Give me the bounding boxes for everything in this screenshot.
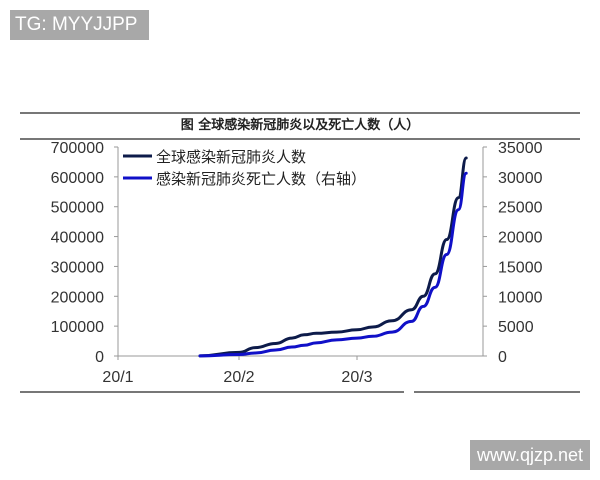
series-lines <box>198 156 468 358</box>
right-tick-label: 30000 <box>498 170 543 187</box>
left-tick-label: 200000 <box>51 289 104 306</box>
right-tick-label: 0 <box>498 349 507 366</box>
right-tick-label: 35000 <box>498 140 543 157</box>
left-tick-label: 300000 <box>51 259 104 276</box>
right-tick-label: 10000 <box>498 289 543 306</box>
series-line <box>198 171 468 358</box>
x-axis: 20/1 20/2 20/3 <box>102 355 483 386</box>
right-y-axis: 0 5000 10000 15000 20000 25000 30000 35000 <box>482 140 543 366</box>
bottom-rule-right <box>414 391 580 393</box>
left-y-axis: 0 100000 200000 300000 400000 500000 600000 700… <box>51 140 119 366</box>
legend-label: 全球感染新冠肺炎人数 <box>156 148 306 166</box>
top-rule <box>20 112 580 114</box>
left-tick-label: 100000 <box>51 319 104 336</box>
title-underline <box>20 138 580 140</box>
right-tick-label: 20000 <box>498 230 543 247</box>
x-tick-label: 20/2 <box>223 369 254 386</box>
right-tick-label: 5000 <box>498 319 534 336</box>
left-tick-label: 600000 <box>51 170 104 187</box>
left-tick-label: 700000 <box>51 140 104 157</box>
series-line <box>198 156 468 358</box>
legend-label: 感染新冠肺炎死亡人数（右轴） <box>156 170 366 188</box>
x-tick-label: 20/3 <box>341 369 372 386</box>
left-tick-label: 0 <box>95 349 104 366</box>
chart-title: 图 全球感染新冠肺炎以及死亡人数（人） <box>180 118 420 133</box>
right-tick-label: 15000 <box>498 259 543 276</box>
left-tick-label: 500000 <box>51 200 104 217</box>
x-tick-label: 20/1 <box>102 369 133 386</box>
bottom-rule-left <box>20 391 404 393</box>
watermark-bottom: www.qjzp.net <box>470 440 590 470</box>
left-tick-label: 400000 <box>51 230 104 247</box>
watermark-top: TG: MYYJJPP <box>10 10 149 40</box>
right-tick-label: 25000 <box>498 200 543 217</box>
